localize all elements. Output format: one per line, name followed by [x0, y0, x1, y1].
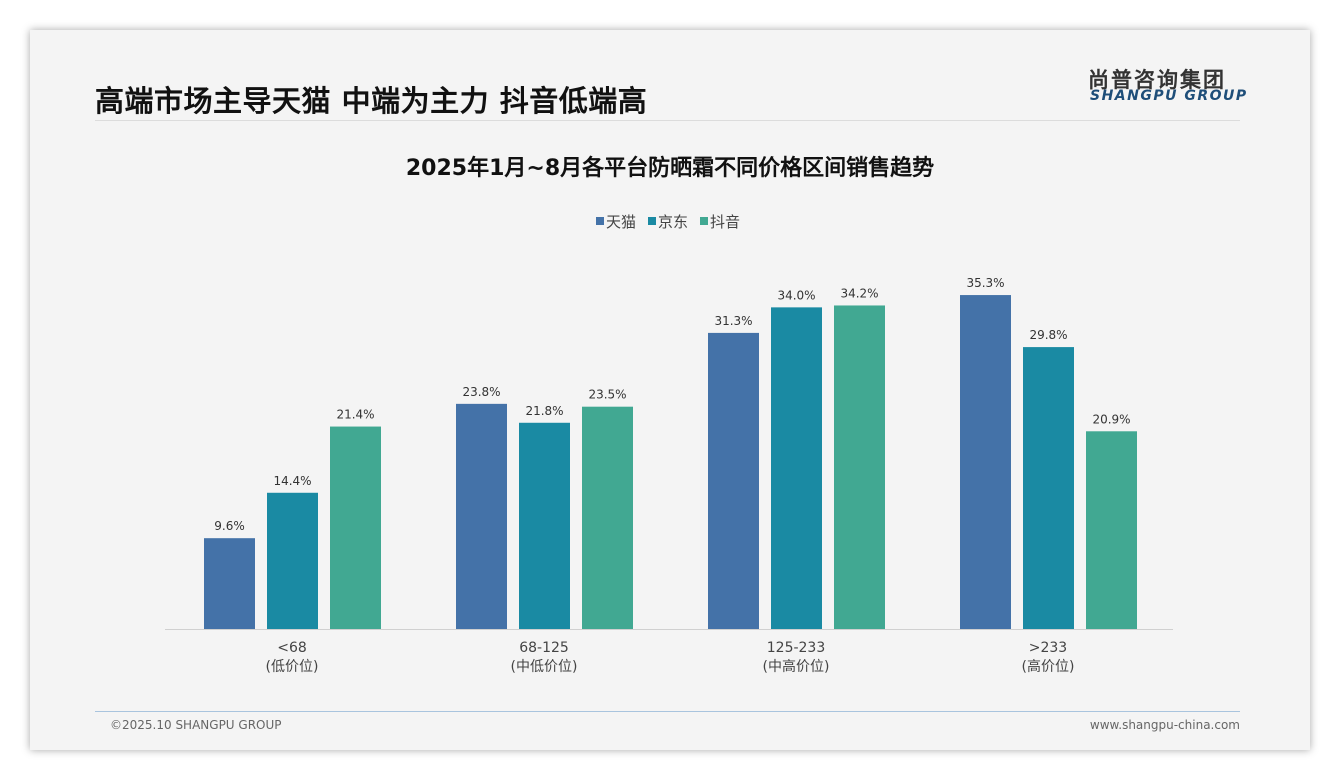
x-tick-label: 68-125: [519, 640, 569, 656]
bar: [1086, 431, 1137, 629]
legend-label: 天猫: [606, 213, 636, 231]
data-label: 9.6%: [214, 519, 245, 533]
data-label: 20.9%: [1092, 412, 1130, 426]
footer-divider: [95, 711, 1240, 712]
bar: [960, 295, 1011, 629]
data-label: 34.2%: [840, 286, 878, 300]
data-label: 14.4%: [273, 474, 311, 488]
data-label: 23.8%: [462, 385, 500, 399]
chart-title: 2025年1月~8月各平台防晒霜不同价格区间销售趋势: [406, 155, 934, 181]
bar: [330, 426, 381, 629]
legend-swatch: [648, 217, 656, 225]
x-tick-label: 125-233: [767, 640, 826, 656]
data-label: 21.4%: [336, 408, 374, 422]
data-label: 34.0%: [777, 288, 815, 302]
x-tick-label: >233: [1029, 640, 1067, 656]
legend-swatch: [700, 217, 708, 225]
bar: [204, 538, 255, 629]
bar: [1023, 347, 1074, 629]
page-title: 高端市场主导天猫 中端为主力 抖音低端高: [95, 84, 648, 118]
legend-swatch: [596, 217, 604, 225]
header-divider: [95, 120, 1240, 121]
data-label: 29.8%: [1029, 328, 1067, 342]
logo-cn: 尚普咨询集团: [1088, 68, 1226, 92]
legend-label: 京东: [658, 213, 688, 231]
footer-url: www.shangpu-china.com: [1089, 718, 1240, 732]
data-label: 21.8%: [525, 404, 563, 418]
x-tick-sublabel: (中低价位): [511, 659, 578, 675]
bar: [519, 422, 570, 629]
data-label: 35.3%: [966, 276, 1004, 290]
bar: [456, 403, 507, 629]
bar: [582, 406, 633, 629]
logo-en: SHANGPU GROUP: [1090, 88, 1248, 104]
x-tick-label: <68: [277, 640, 307, 656]
bar: [267, 492, 318, 629]
footer-copyright: ©2025.10 SHANGPU GROUP: [110, 718, 282, 732]
bar: [771, 307, 822, 629]
data-label: 31.3%: [714, 314, 752, 328]
bar: [708, 332, 759, 629]
x-tick-sublabel: (低价位): [266, 659, 319, 675]
x-tick-sublabel: (高价位): [1022, 658, 1075, 675]
legend-label: 抖音: [710, 213, 740, 231]
bar: [834, 305, 885, 629]
data-label: 23.5%: [588, 388, 626, 402]
x-tick-sublabel: (中高价位): [763, 658, 830, 675]
